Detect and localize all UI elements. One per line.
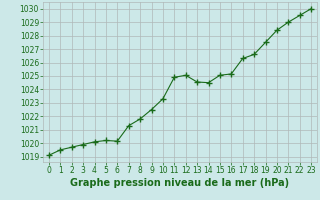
X-axis label: Graphe pression niveau de la mer (hPa): Graphe pression niveau de la mer (hPa) bbox=[70, 178, 290, 188]
